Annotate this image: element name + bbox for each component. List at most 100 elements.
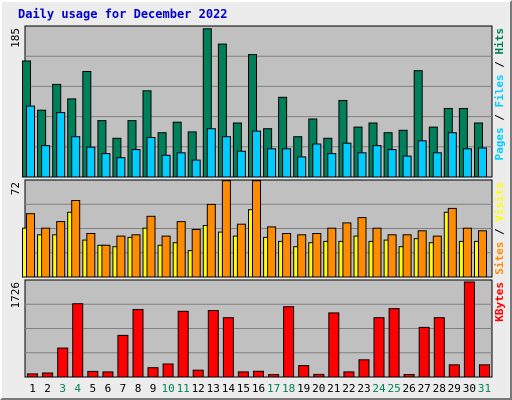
bar-kbytes-day-29 [448,364,460,378]
bar-files-day-23 [357,152,367,178]
day-label-2: 2 [44,382,51,395]
bar-files-day-18 [282,148,292,178]
bar-kbytes-day-11 [177,310,189,378]
bar-kbytes-day-7 [117,334,129,378]
day-label-28: 28 [433,382,446,395]
day-label-5: 5 [89,382,96,395]
bar-files-day-16 [252,130,261,178]
ylabel-part-kbytes: KBytes [493,282,506,322]
ylabel-part-files: Files [493,74,506,107]
bar-files-day-6 [101,153,111,178]
panel-1-max-label: 185 [9,28,22,48]
bar-kbytes-day-18 [283,306,295,378]
bar-sites-day-13 [206,203,216,278]
day-label-27: 27 [418,382,431,395]
bar-files-day-8 [131,149,141,178]
bar-sites-day-8 [131,234,141,278]
day-label-31: 31 [478,382,491,395]
bar-kbytes-day-20 [313,373,325,378]
day-label-9: 9 [150,382,157,395]
bar-sites-day-3 [56,221,66,278]
bar-sites-day-5 [86,233,96,278]
day-label-29: 29 [448,382,461,395]
day-label-13: 13 [207,382,220,395]
bar-kbytes-day-17 [268,374,280,378]
day-label-20: 20 [312,382,325,395]
day-label-21: 21 [327,382,340,395]
day-label-16: 16 [252,382,265,395]
bar-files-day-14 [221,136,231,178]
panel-3-ylabel: KBytes [493,282,506,322]
panel-2-max-label: 72 [9,182,22,195]
day-label-8: 8 [135,382,142,395]
day-label-6: 6 [105,382,112,395]
bar-sites-day-4 [71,200,81,278]
ylabel-part-visits: Visits [493,182,506,222]
bar-sites-day-10 [161,235,171,278]
day-label-17: 17 [267,382,280,395]
bar-kbytes-day-1 [27,373,38,378]
bar-sites-day-24 [372,227,382,278]
day-label-3: 3 [59,382,66,395]
bar-files-day-19 [297,156,307,178]
bar-sites-day-26 [402,234,412,278]
day-label-18: 18 [282,382,295,395]
bar-files-day-27 [417,140,427,178]
panel-1-ylabel: Pages / Files / Hits [493,28,506,161]
day-label-10: 10 [161,382,174,395]
day-label-24: 24 [372,382,386,395]
day-label-14: 14 [222,382,236,395]
day-label-22: 22 [342,382,355,395]
bar-sites-day-22 [342,222,352,278]
bar-sites-day-18 [282,233,292,278]
bar-files-day-25 [387,149,397,178]
bar-files-day-10 [161,154,171,178]
bar-files-day-5 [86,146,96,178]
bar-files-day-2 [41,145,51,178]
bar-kbytes-day-26 [403,374,415,378]
bar-sites-day-15 [236,223,246,278]
bar-files-day-30 [462,148,472,178]
day-label-1: 1 [29,382,36,395]
bar-kbytes-day-2 [42,372,54,378]
bar-sites-day-31 [478,230,487,278]
bar-files-day-4 [71,136,81,178]
bar-kbytes-day-16 [253,370,264,378]
bar-kbytes-day-23 [358,359,370,378]
bar-files-day-17 [267,148,277,178]
bar-kbytes-day-13 [207,310,219,378]
bar-sites-day-17 [267,226,277,278]
day-label-7: 7 [120,382,127,395]
bar-sites-day-16 [252,180,261,278]
bar-kbytes-day-9 [147,367,159,378]
day-label-11: 11 [177,382,190,395]
bar-sites-day-7 [116,235,126,278]
bar-files-day-15 [236,150,246,178]
bar-kbytes-day-21 [328,312,340,378]
bar-sites-day-19 [297,234,307,278]
ylabel-part-pages: Pages [493,127,506,160]
bar-files-day-24 [372,145,382,178]
bar-sites-day-6 [101,244,111,278]
bar-kbytes-day-19 [298,365,310,378]
bar-sites-day-21 [327,227,337,278]
bar-kbytes-day-27 [418,326,430,378]
bar-files-day-31 [478,147,487,178]
day-label-30: 30 [463,382,476,395]
bar-files-day-22 [342,142,352,178]
bar-kbytes-day-5 [87,370,99,378]
day-label-19: 19 [297,382,310,395]
bar-sites-day-2 [41,227,51,278]
bar-kbytes-day-10 [162,363,174,378]
bar-sites-day-28 [432,235,442,278]
bar-sites-day-12 [191,229,201,278]
bar-files-day-28 [432,152,442,178]
bar-sites-day-23 [357,217,367,278]
bar-sites-day-9 [146,215,156,278]
bar-kbytes-day-6 [102,371,114,378]
bar-sites-day-27 [417,230,427,278]
bar-kbytes-day-14 [222,317,234,378]
bar-sites-day-14 [221,180,231,278]
bar-kbytes-day-12 [192,369,204,378]
